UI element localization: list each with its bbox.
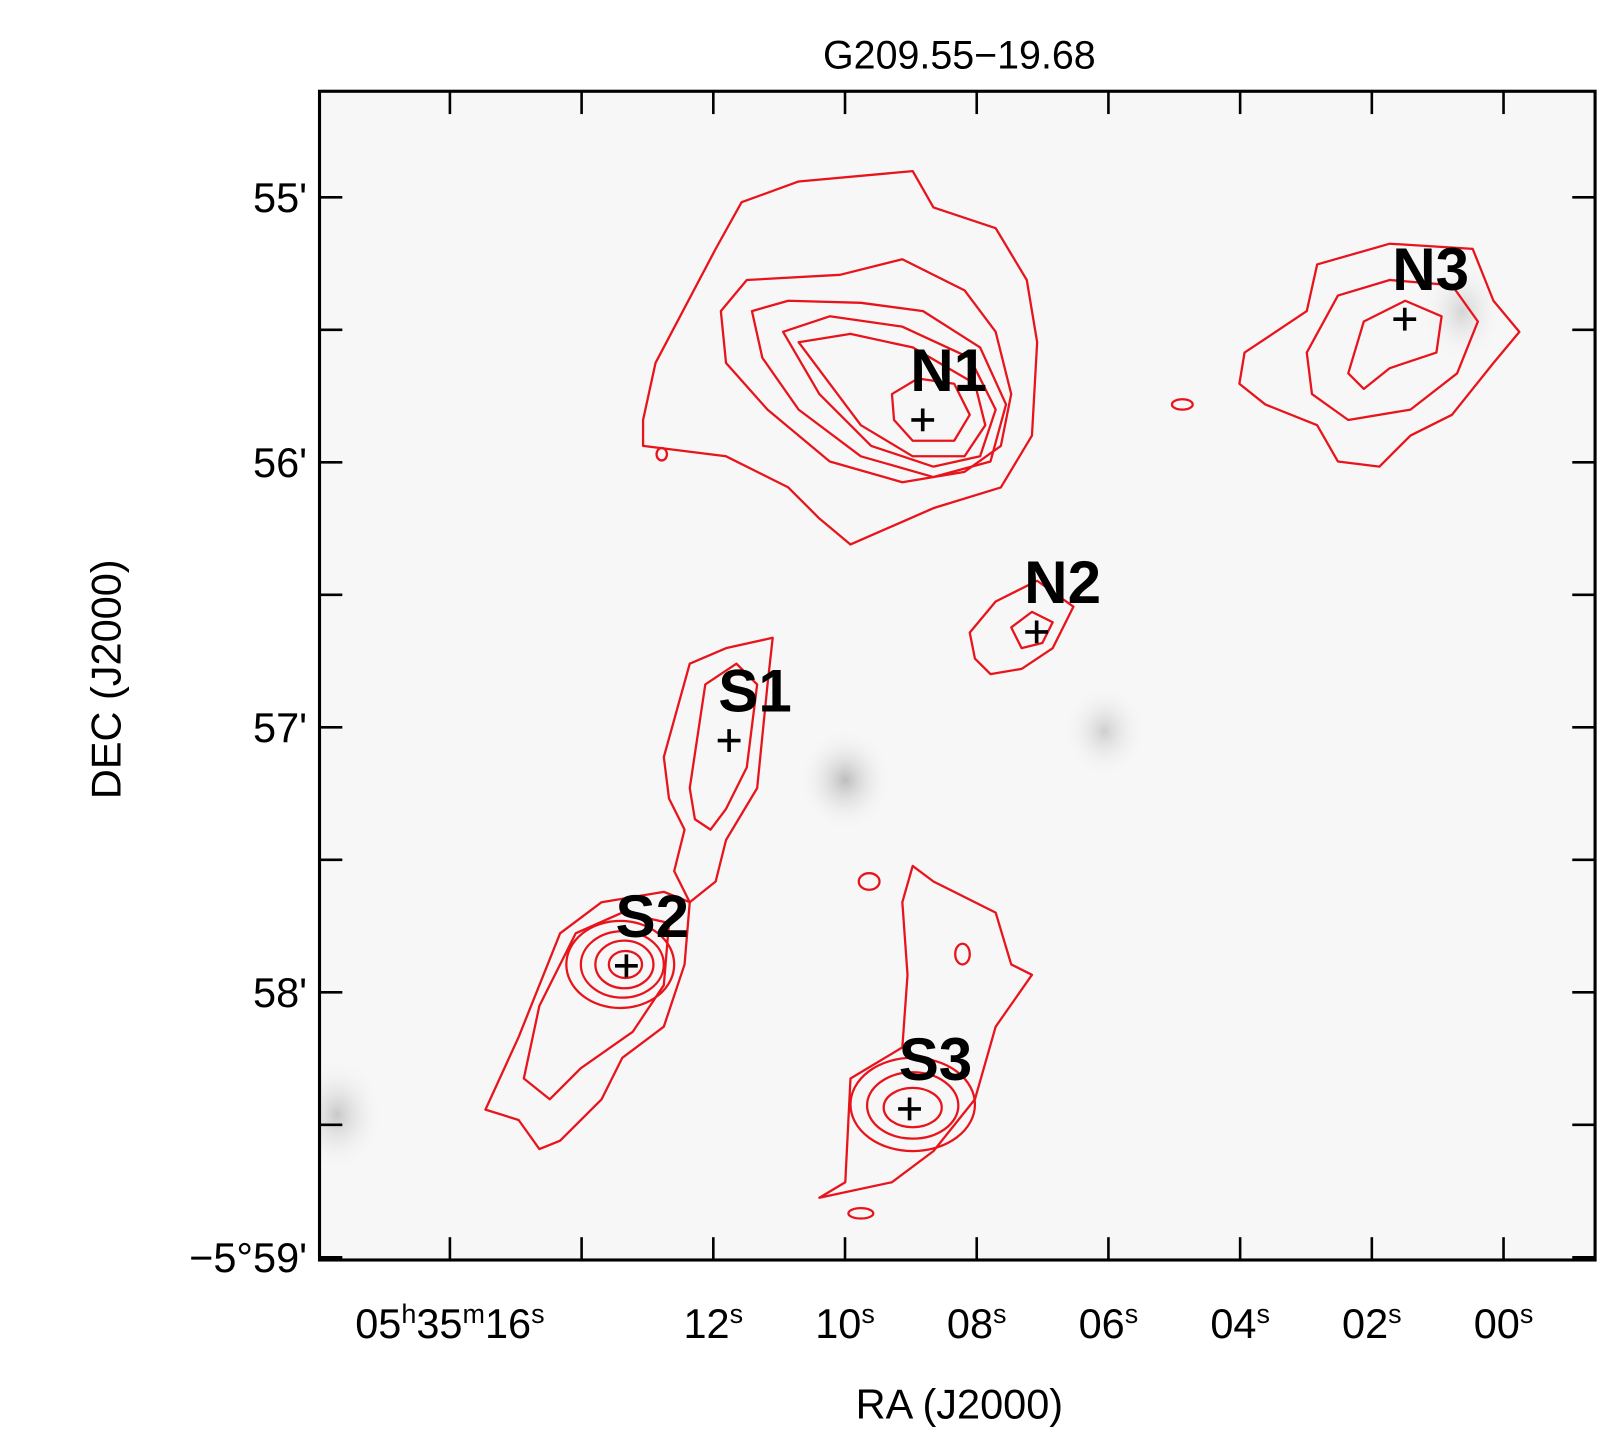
plot-frame [317, 89, 1597, 1262]
y-tick-label: 57' [253, 704, 307, 751]
contour [797, 332, 987, 458]
x-tick-label: 04s [1210, 1299, 1270, 1347]
contour [954, 942, 971, 966]
contour [688, 662, 759, 831]
source-label: S2 [616, 883, 690, 950]
contour [750, 299, 1008, 479]
x-tick-label: 12s [684, 1299, 744, 1347]
contour [1347, 299, 1443, 391]
contour [484, 890, 691, 1151]
contour [857, 872, 881, 891]
y-axis-label: DEC (J2000) [82, 559, 129, 799]
contour [847, 1207, 875, 1220]
contour [1238, 242, 1521, 468]
chart-title: G209.55−19.68 [823, 33, 1096, 77]
source-label: N3 [1392, 236, 1469, 303]
contours [484, 169, 1521, 1220]
source-label: S3 [899, 1026, 973, 1093]
source-label: S1 [718, 658, 792, 725]
source-label: N1 [910, 337, 987, 404]
source-marker [717, 729, 741, 752]
x-axis-label: RA (J2000) [856, 1381, 1063, 1428]
y-tick-label: 58' [253, 969, 307, 1016]
y-tick-label: 56' [253, 439, 307, 486]
contour [968, 579, 1075, 676]
source-marker [1025, 620, 1049, 644]
source-marker [614, 954, 638, 978]
y-tick-label: −5°59' [189, 1234, 307, 1281]
contour [607, 949, 644, 980]
contour [641, 169, 1039, 546]
contour [655, 446, 669, 462]
y-tick-label: 55' [253, 174, 307, 221]
contour [662, 636, 774, 904]
grey-emission [1063, 684, 1147, 778]
source-marker [1393, 307, 1417, 331]
contour [579, 930, 665, 999]
grey-emission [798, 728, 892, 832]
contour [1305, 278, 1480, 422]
contour [865, 1071, 960, 1140]
x-tick-label: 08s [947, 1299, 1007, 1347]
source-marker [911, 408, 935, 432]
contour [565, 919, 676, 1010]
grey-emission [319, 1057, 384, 1172]
contour [882, 1086, 943, 1129]
x-tick-label: 02s [1342, 1299, 1402, 1347]
x-tick-label: 10s [815, 1299, 875, 1347]
source-label: N2 [1024, 549, 1101, 616]
contour [594, 939, 655, 990]
contour [890, 377, 971, 442]
contour [522, 911, 671, 1101]
contour [1170, 398, 1194, 411]
contour [719, 258, 1013, 484]
contour [818, 864, 1034, 1199]
x-tick-label: 00s [1474, 1299, 1534, 1347]
contour [781, 315, 997, 468]
contour [849, 1056, 977, 1153]
x-tick-label: 05h35m16s [355, 1299, 544, 1347]
source-marker [898, 1097, 921, 1121]
x-tick-label: 06s [1079, 1299, 1139, 1347]
